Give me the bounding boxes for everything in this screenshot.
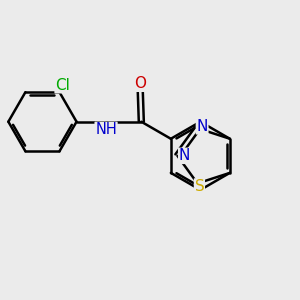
Text: NH: NH bbox=[95, 122, 117, 137]
Text: N: N bbox=[196, 119, 208, 134]
Text: N: N bbox=[179, 148, 190, 163]
Text: O: O bbox=[134, 76, 146, 91]
Text: Cl: Cl bbox=[55, 78, 70, 93]
Text: S: S bbox=[194, 179, 204, 194]
